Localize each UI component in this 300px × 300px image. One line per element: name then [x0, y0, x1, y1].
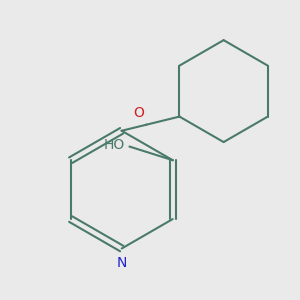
Text: HO: HO: [104, 139, 125, 152]
Text: N: N: [116, 256, 127, 271]
Text: O: O: [134, 106, 145, 120]
